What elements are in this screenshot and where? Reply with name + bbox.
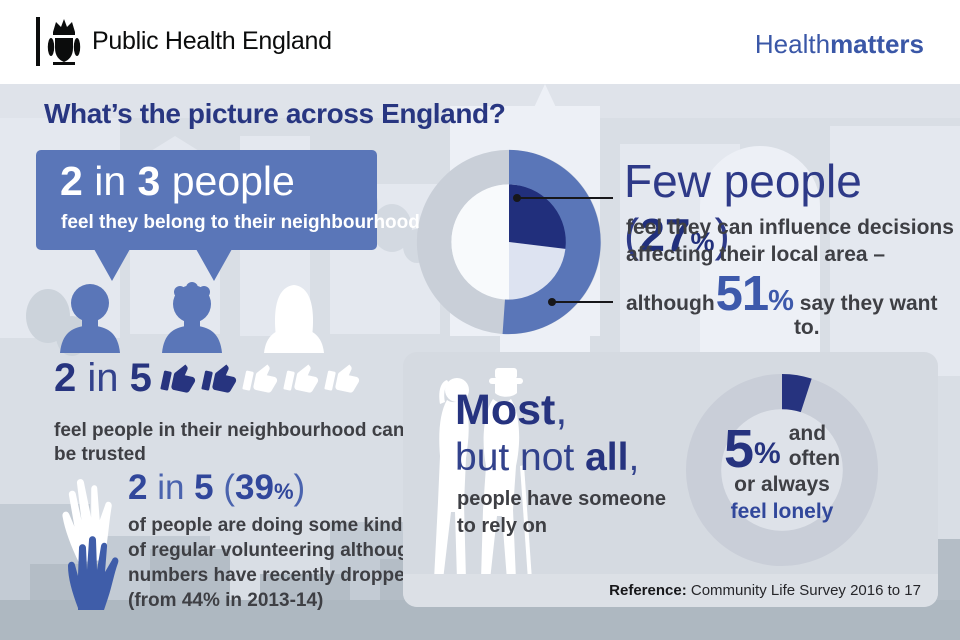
lonely-pct: 5 (723, 419, 755, 479)
volunteer-caption: of people are doing some kind of regular… (128, 513, 420, 613)
belong-stat: 2 in 3 people (60, 158, 295, 205)
lonely-stat: 5% and often or always feel lonely (684, 372, 880, 568)
belong-speech-bubble (36, 150, 377, 250)
trust-caption-line1: feel people in their neighbourhood can (54, 420, 405, 441)
vol-pct-sign: % (273, 479, 294, 504)
trust-n1: 2 (54, 356, 77, 400)
rely-caption-line2: to rely on (457, 515, 548, 537)
few-pct: 27 (639, 209, 691, 261)
page-header: Public Health England Healthmatters (0, 0, 960, 84)
reference-bar: Reference: Community Life Survey 2016 to… (403, 574, 938, 607)
volunteer-caption-line3: numbers have recently dropped (128, 565, 417, 586)
person-icon (162, 282, 222, 353)
page-title: What’s the picture across England? (44, 98, 506, 129)
although-label: although (626, 292, 721, 315)
vol-pct: 39 (235, 468, 274, 507)
lonely-pct-sign: % (754, 437, 781, 470)
lonely-feel-lonely: feel lonely (730, 500, 834, 523)
want-pct: 51 (715, 267, 770, 321)
slice-5pct (782, 373, 812, 413)
all-word: all (585, 436, 629, 479)
couple-silhouette (434, 368, 532, 580)
but-not-all-line: but not all, (455, 436, 639, 480)
thumb-up-icon (242, 364, 278, 393)
few-pct-sign: % (690, 227, 715, 257)
butnot-words: but not (455, 436, 586, 479)
lonely-donut-chart (685, 373, 879, 567)
rely-caption: people have someone to rely on (457, 486, 666, 540)
callout-dot (548, 298, 556, 306)
thumb-up-icon (160, 364, 196, 393)
org-name: Public Health England (92, 27, 332, 55)
bubble-tail-icon (94, 249, 130, 281)
slice-27pct (509, 184, 567, 250)
vol-of: in (147, 468, 195, 507)
vol-paren-close: ) (293, 468, 306, 507)
callout-line (520, 197, 613, 199)
lonely-and: and (788, 422, 827, 445)
trust-caption: feel people in their neighbourhood can b… (54, 419, 404, 467)
lonely-stat-row: 5% and often (723, 419, 840, 479)
want-tail: say they want to. (793, 292, 944, 339)
volunteer-caption-line1: of people are doing some kind (128, 515, 403, 536)
influence-caption: feel they can influence decisions affect… (626, 214, 954, 268)
ring-51pct (502, 149, 601, 335)
thumb-up-icon (201, 364, 237, 393)
gov-rule-divider (36, 17, 40, 66)
rely-caption-line1: people have someone (457, 488, 666, 510)
vol-n1: 2 (128, 468, 148, 507)
belong-unit: people (160, 158, 295, 204)
trust-n2: 5 (129, 356, 152, 400)
trust-caption-line2: be trusted (54, 444, 146, 465)
influence-donut-chart (416, 149, 602, 335)
people-pictogram (60, 282, 324, 353)
want-pct-sign: % (768, 285, 794, 317)
reference-label: Reference: (609, 582, 687, 599)
influence-caption-line2: affecting their local area – (626, 243, 886, 266)
volunteer-caption-line2: of regular volunteering although (128, 540, 421, 561)
lonely-or-always: or always (734, 473, 830, 496)
brand-light: Health (754, 29, 831, 59)
royal-crest-icon (47, 19, 81, 65)
trust-of: in (76, 356, 130, 400)
trust-stat: 2 in 5 (54, 356, 152, 401)
lonely-and-often: and often (789, 421, 840, 471)
influence-headline: Few people (27%) (624, 154, 960, 262)
reference-text: Community Life Survey 2016 to 17 (686, 582, 921, 599)
few-pre: Few people ( (624, 155, 875, 261)
belong-n1: 2 (60, 158, 83, 204)
callout-dot (513, 194, 521, 202)
influence-caption-line1: feel they can influence decisions (626, 216, 954, 239)
brand-bold: matters (830, 29, 924, 59)
volunteer-caption-line4: (from 44% in 2013-14) (128, 590, 324, 611)
most-word: Most (455, 386, 556, 434)
thumb-up-icon (324, 364, 360, 393)
most-comma: , (555, 386, 568, 434)
thumbs-up-pictogram (160, 356, 364, 400)
want-to-stat: although 51% say they want to. (626, 266, 960, 340)
person-icon (264, 285, 324, 353)
slice-remainder (509, 242, 567, 300)
callout-line (555, 301, 613, 303)
raised-hands-icon (62, 479, 119, 610)
bubble-tail-icon (196, 249, 232, 281)
thumb-up-icon (283, 364, 319, 393)
vol-paren-open: ( (213, 468, 236, 507)
belong-of: in (82, 158, 138, 204)
health-matters-logo: Healthmatters (755, 29, 924, 60)
belong-n2: 3 (137, 158, 161, 204)
person-icon (60, 284, 120, 353)
volunteer-stat: 2 in 5 (39%) (128, 468, 305, 508)
few-post: ) (714, 209, 730, 261)
most-line: Most, (455, 386, 567, 435)
vol-n2: 5 (194, 468, 214, 507)
lonely-often: often (788, 447, 841, 470)
all-comma: , (628, 436, 640, 479)
belong-caption: feel they belong to their neighbourhood (61, 212, 420, 233)
